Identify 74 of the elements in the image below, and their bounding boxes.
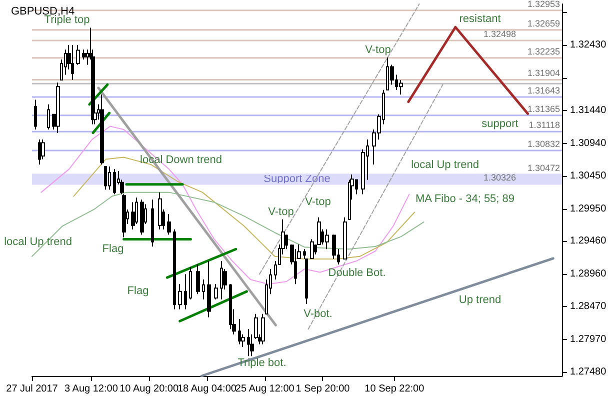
candlestick <box>189 266 192 300</box>
y-tick-label: 1.27970 <box>570 334 607 346</box>
ref-line-label: 1.30832 <box>527 139 560 150</box>
y-tick-label: 1.32430 <box>570 39 607 50</box>
candlestick <box>220 260 223 300</box>
x-tick-label: 25 Aug 12:00 <box>235 384 295 394</box>
candlestick <box>56 82 60 134</box>
x-tick-label: 10 Aug 20:00 <box>120 384 179 394</box>
y-tick-label: 1.27480 <box>570 366 607 378</box>
y-tick-label: 1.30450 <box>570 170 607 182</box>
annotation: local Up trend <box>4 236 72 248</box>
candlestick <box>294 248 297 285</box>
annotation: resistant <box>459 13 501 25</box>
candlestick <box>178 284 182 310</box>
ref-line-label: 1.31118 <box>528 120 560 130</box>
annotation: V-bot. <box>304 308 332 320</box>
annotation: Up trend <box>458 294 502 306</box>
annotation: Flag <box>127 285 149 297</box>
candlestick <box>325 228 329 250</box>
candlestick <box>238 318 241 345</box>
ref-line-label: 1.32953 <box>527 0 560 9</box>
x-tick-label: 27 Jul 2017 <box>6 384 58 394</box>
candlestick <box>196 264 200 295</box>
ref-line-label: 1.32659 <box>527 18 560 28</box>
candlestick <box>140 199 144 236</box>
candlestick <box>34 99 37 130</box>
ref-line-label: 1.32235 <box>527 46 560 56</box>
annotation: local Down trend <box>140 154 222 166</box>
candlestick <box>76 44 80 66</box>
annotation: local Up trend <box>411 159 479 171</box>
candlestick <box>131 202 135 230</box>
x-tick-label: 18 Aug 04:00 <box>177 384 237 394</box>
annotation: support <box>482 118 518 130</box>
candlestick <box>184 274 187 310</box>
candlestick <box>173 228 176 310</box>
candlestick <box>261 313 265 345</box>
x-tick-label: 1 Sep 20:00 <box>296 384 350 394</box>
y-tick-label: 1.28470 <box>570 301 607 312</box>
candlestick <box>100 94 104 166</box>
annotation: Triple bot. <box>238 357 286 369</box>
y-tick-label: 1.30940 <box>570 138 607 149</box>
annotation: Flag <box>102 243 124 255</box>
ref-line-label: 1.30472 <box>527 162 560 173</box>
y-tick-label: 1.28960 <box>570 268 607 280</box>
candlestick <box>38 138 41 166</box>
candlestick <box>247 328 250 357</box>
x-tick-label: 10 Sep 22:00 <box>364 384 425 394</box>
annotation: V-top <box>268 206 294 218</box>
ref-line-label: 1.31365 <box>527 104 560 114</box>
candlestick <box>108 166 111 190</box>
annotation: MA Fibo - 34; 55; 89 <box>415 193 515 205</box>
ref-line-label: 1.30326 <box>483 172 516 182</box>
candlestick <box>310 238 314 260</box>
candlestick <box>167 214 171 236</box>
y-tick-label: 1.31440 <box>570 104 607 116</box>
annotation: V-top <box>365 44 391 56</box>
candlestick <box>158 192 162 230</box>
candlestick <box>71 44 74 80</box>
y-tick-label: 1.29460 <box>570 236 607 247</box>
candlestick <box>151 199 154 247</box>
candlestick <box>47 104 50 130</box>
candlestick <box>113 168 116 195</box>
candlestick <box>202 279 205 300</box>
candlestick <box>343 216 347 260</box>
candlestick <box>214 284 218 300</box>
candlestick <box>104 166 107 190</box>
x-tick-label: 3 Aug 12:00 <box>64 384 118 394</box>
candlestick <box>207 260 211 318</box>
ref-line-label: 1.32498 <box>483 28 516 39</box>
ref-line-label: 1.31904 <box>527 68 560 78</box>
ref-line-label: 1.31643 <box>527 85 560 96</box>
y-tick-label: 1.29950 <box>570 203 607 214</box>
annotation: Double Bot. <box>328 267 386 279</box>
annotation: V-top <box>305 196 331 208</box>
